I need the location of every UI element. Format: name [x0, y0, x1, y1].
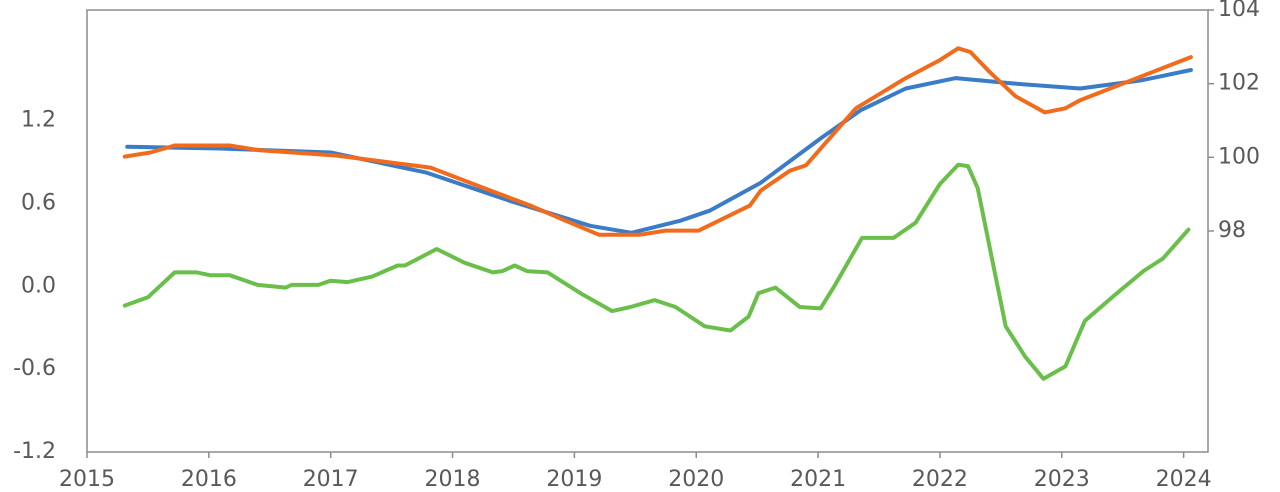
x-tick-label: 2020 — [668, 467, 724, 492]
x-tick-label: 2023 — [1034, 467, 1090, 492]
x-tick-label: 2016 — [181, 467, 237, 492]
y-tick-label: 0.6 — [21, 190, 56, 215]
series-line — [122, 46, 1193, 237]
plot-frame — [86, 9, 1209, 453]
y-tick-label: 1.2 — [21, 108, 56, 133]
series-line — [122, 162, 1191, 381]
y-tick-label: 0.0 — [21, 273, 56, 298]
y-tick-label: -1.2 — [13, 439, 56, 464]
x-tick-label: 2015 — [59, 467, 115, 492]
x-tick-label: 2017 — [303, 467, 359, 492]
y2-tick-label: 102 — [1218, 71, 1260, 96]
y2-tick-label: 104 — [1218, 0, 1260, 22]
x-tick-label: 2019 — [546, 467, 602, 492]
x-tick-label: 2018 — [425, 467, 481, 492]
y2-tick-label: 98 — [1218, 218, 1246, 243]
x-tick-label: 2024 — [1156, 467, 1212, 492]
y2-tick-label: 100 — [1218, 144, 1260, 169]
x-tick-label: 2021 — [790, 467, 846, 492]
x-tick-label: 2022 — [912, 467, 968, 492]
series-line — [125, 68, 1193, 235]
y-tick-label: -0.6 — [13, 356, 56, 381]
